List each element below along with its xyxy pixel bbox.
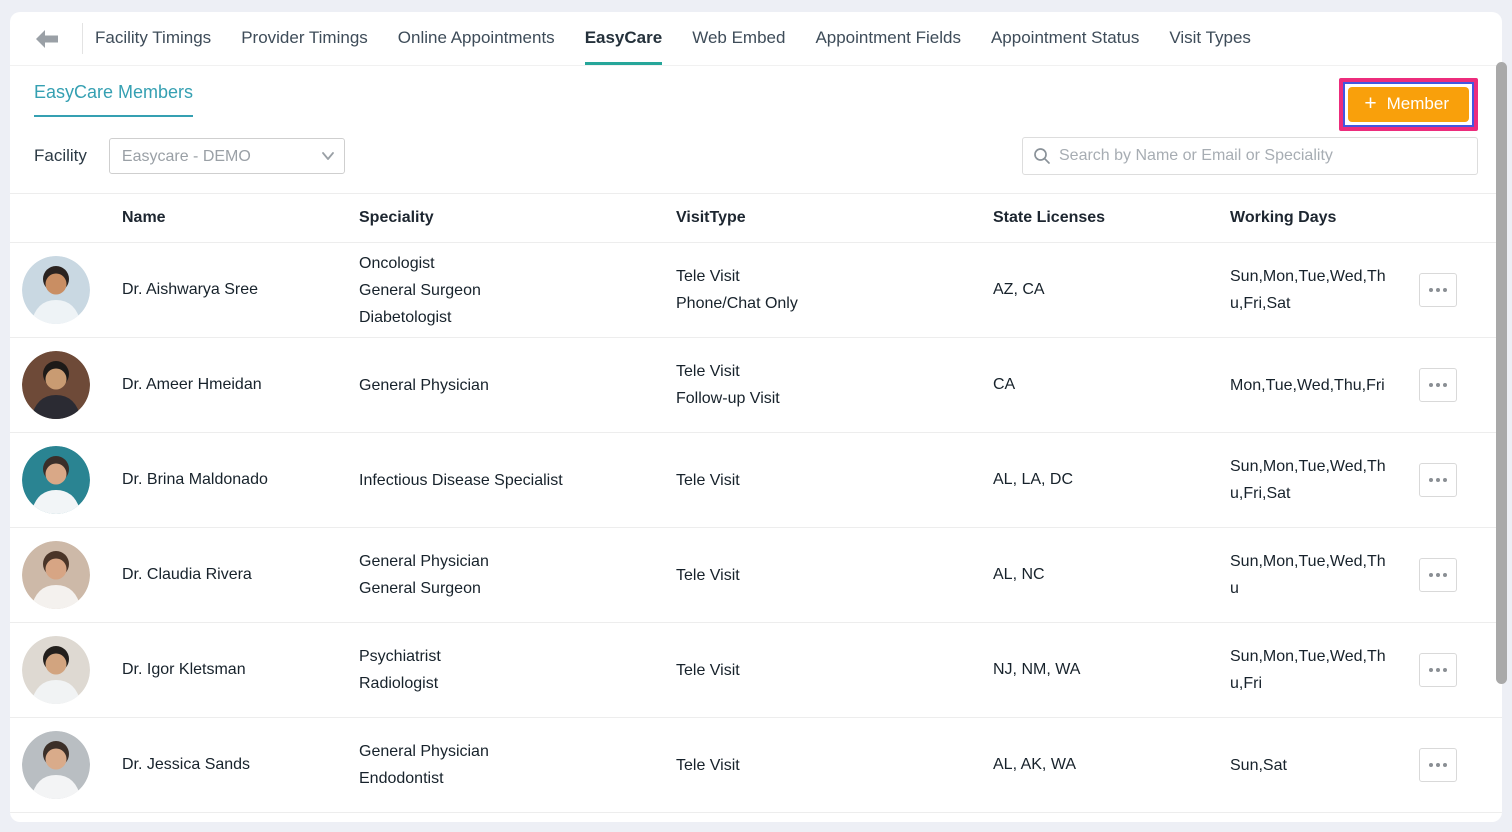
column-header-working-days: Working Days	[1230, 209, 1337, 226]
ellipsis-icon	[1429, 573, 1447, 577]
member-speciality: Oncologist General Surgeon Diabetologist	[359, 254, 481, 326]
member-visittype: Tele Visit Phone/Chat Only	[676, 268, 798, 312]
member-speciality: General Physician General Surgeon	[359, 553, 489, 597]
ellipsis-icon	[1429, 288, 1447, 292]
member-working-days: Sun,Sat	[1230, 756, 1287, 774]
member-state-licenses: NJ, NM, WA	[993, 661, 1081, 678]
top-nav: Facility Timings Provider Timings Online A…	[10, 12, 1502, 66]
add-member-label: Member	[1386, 94, 1449, 113]
ellipsis-icon	[1429, 763, 1447, 767]
member-name: Dr. Claudia Rivera	[122, 566, 252, 583]
member-working-days: Sun,Mon,Tue,Wed,Thu,Fri,Sat	[1230, 268, 1386, 312]
member-avatar	[22, 731, 90, 799]
search-box	[1022, 137, 1478, 175]
main-panel: Facility Timings Provider Timings Online A…	[10, 12, 1502, 822]
table-body: Dr. Aishwarya Sree Oncologist General Sur…	[10, 243, 1502, 813]
member-speciality: Infectious Disease Specialist	[359, 471, 563, 489]
member-visittype: Tele Visit Follow-up Visit	[676, 363, 780, 407]
ellipsis-icon	[1429, 668, 1447, 672]
row-menu-button[interactable]	[1419, 558, 1457, 592]
row-menu-button[interactable]	[1419, 368, 1457, 402]
member-avatar	[22, 446, 90, 514]
row-menu-button[interactable]	[1419, 463, 1457, 497]
member-state-licenses: AL, LA, DC	[993, 471, 1074, 488]
member-avatar	[22, 256, 90, 324]
nav-divider	[82, 23, 83, 54]
tab-online-appointments[interactable]: Online Appointments	[397, 28, 555, 47]
member-avatar	[22, 541, 90, 609]
nav-tabs: Facility Timings Provider Timings Online A…	[95, 12, 1251, 65]
member-working-days: Sun,Mon,Tue,Wed,Thu,Fri	[1230, 648, 1386, 692]
column-header-visittype: VisitType	[676, 209, 746, 226]
member-speciality: General Physician Endodontist	[359, 743, 489, 787]
column-header-speciality: Speciality	[359, 209, 434, 226]
row-menu-button[interactable]	[1419, 653, 1457, 687]
search-input[interactable]	[1059, 147, 1467, 165]
ellipsis-icon	[1429, 383, 1447, 387]
search-icon	[1034, 148, 1050, 164]
member-state-licenses: AL, NC	[993, 566, 1045, 583]
plus-icon: +	[1364, 92, 1377, 115]
member-state-licenses: AZ, CA	[993, 281, 1045, 298]
subheader: EasyCare Members + Member	[10, 66, 1502, 131]
facility-label: Facility	[34, 146, 87, 165]
member-name: Dr. Ameer Hmeidan	[122, 376, 262, 393]
tab-facility-timings[interactable]: Facility Timings	[95, 28, 212, 47]
annotation-highlight-box: + Member	[1339, 78, 1478, 131]
member-avatar	[22, 636, 90, 704]
member-working-days: Mon,Tue,Wed,Thu,Fri	[1230, 376, 1385, 394]
table-row: Dr. Brina Maldonado Infectious Disease S…	[10, 433, 1502, 528]
member-visittype: Tele Visit	[676, 756, 740, 774]
table-row: Dr. Claudia Rivera General Physician Gene…	[10, 528, 1502, 623]
tab-provider-timings[interactable]: Provider Timings	[241, 28, 368, 47]
member-state-licenses: AL, AK, WA	[993, 756, 1076, 773]
member-speciality: General Physician	[359, 376, 489, 394]
row-menu-button[interactable]	[1419, 748, 1457, 782]
page-title: EasyCare Members	[34, 82, 194, 117]
member-avatar	[22, 351, 90, 419]
table-row: Dr. Aishwarya Sree Oncologist General Sur…	[10, 243, 1502, 338]
member-visittype: Tele Visit	[676, 661, 740, 679]
member-state-licenses: CA	[993, 376, 1016, 393]
member-visittype: Tele Visit	[676, 566, 740, 584]
facility-select[interactable]: Easycare - DEMO	[108, 138, 345, 174]
member-working-days: Sun,Mon,Tue,Wed,Thu,Fri,Sat	[1230, 458, 1386, 502]
scrollbar-track	[1496, 0, 1512, 832]
column-header-state-licenses: State Licenses	[993, 209, 1106, 226]
back-arrow-icon	[36, 29, 58, 48]
tab-easycare[interactable]: EasyCare	[584, 12, 663, 65]
filter-row: Facility Easycare - DEMO	[10, 131, 1502, 193]
tab-visit-types[interactable]: Visit Types	[1169, 28, 1251, 47]
table-header: Name Speciality VisitType State Licenses…	[10, 193, 1502, 243]
member-name: Dr. Jessica Sands	[122, 756, 251, 773]
tab-appointment-fields[interactable]: Appointment Fields	[815, 28, 961, 47]
button-focus-ring: + Member	[1343, 82, 1474, 127]
ellipsis-icon	[1429, 478, 1447, 482]
member-speciality: Psychiatrist Radiologist	[359, 648, 441, 692]
member-name: Dr. Igor Kletsman	[122, 661, 246, 678]
member-name: Dr. Brina Maldonado	[122, 471, 268, 488]
tab-web-embed[interactable]: Web Embed	[692, 28, 786, 47]
table-row: Dr. Igor Kletsman Psychiatrist Radiologis…	[10, 623, 1502, 718]
member-working-days: Sun,Mon,Tue,Wed,Thu	[1230, 553, 1386, 597]
table-row: Dr. Jessica Sands General Physician Endod…	[10, 718, 1502, 813]
back-button[interactable]	[24, 12, 70, 65]
member-name: Dr. Aishwarya Sree	[122, 281, 259, 298]
tab-appointment-status[interactable]: Appointment Status	[990, 28, 1140, 47]
table-row: Dr. Ameer Hmeidan General Physician Tele…	[10, 338, 1502, 433]
column-header-name: Name	[122, 209, 166, 226]
add-member-button[interactable]: + Member	[1348, 87, 1469, 122]
scrollbar-thumb[interactable]	[1496, 62, 1507, 684]
row-menu-button[interactable]	[1419, 273, 1457, 307]
member-visittype: Tele Visit	[676, 471, 740, 489]
